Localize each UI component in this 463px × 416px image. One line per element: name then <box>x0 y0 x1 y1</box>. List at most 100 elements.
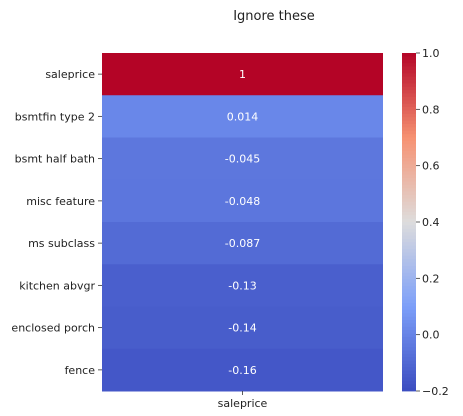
colorbar-segment <box>402 73 416 78</box>
colorbar-segment <box>402 194 416 199</box>
colorbar-segment <box>402 93 416 98</box>
colorbar-segment <box>402 171 416 176</box>
cell-value-label: -0.087 <box>225 237 260 250</box>
cell-value-label: -0.16 <box>228 364 256 377</box>
cell-value-label: 0.014 <box>227 110 259 123</box>
colorbar-segment <box>402 276 416 280</box>
colorbar-segment <box>402 181 416 186</box>
colorbar-segment <box>402 53 416 57</box>
colorbar-segment <box>402 262 416 267</box>
colorbar-segment <box>402 56 416 61</box>
colorbar: 1.0 0.8 0.6 0.4 0.2 0.0 −0.2 <box>402 47 449 398</box>
chart-title: Ignore these <box>233 9 315 24</box>
colorbar-segment <box>402 215 416 220</box>
colorbar-segment <box>402 151 416 155</box>
colorbar-segment <box>402 147 416 152</box>
colorbar-segment <box>402 161 416 165</box>
colorbar-segment <box>402 208 416 213</box>
colorbar-segment <box>402 184 416 189</box>
colorbar-segment <box>402 269 416 274</box>
colorbar-segment <box>402 83 416 88</box>
colorbar-segment <box>402 242 416 247</box>
colorbar-segment <box>402 198 416 203</box>
colorbar-segment <box>402 367 416 372</box>
colorbar-segment <box>402 144 416 149</box>
colorbar-segment <box>402 123 416 128</box>
heatmap-cell <box>102 222 383 265</box>
colorbar-segment <box>402 353 416 358</box>
colorbar-segment <box>402 69 416 74</box>
colorbar-segment <box>402 174 416 179</box>
colorbar-segment <box>402 296 416 301</box>
column-label: saleprice <box>218 397 268 410</box>
row-label: bsmt half bath <box>15 153 95 166</box>
colorbar-segment <box>402 130 416 135</box>
colorbar-segment <box>402 100 416 105</box>
colorbar-segment <box>402 370 416 375</box>
colorbar-segment <box>402 299 416 304</box>
colorbar-tick-label: 0.2 <box>422 272 440 285</box>
colorbar-segment <box>402 66 416 71</box>
colorbar-segment <box>402 63 416 67</box>
colorbar-segment <box>402 380 416 385</box>
colorbar-segment <box>402 127 416 132</box>
colorbar-segment <box>402 137 416 142</box>
colorbar-segment <box>402 232 416 236</box>
colorbar-segment <box>402 333 416 338</box>
colorbar-segment <box>402 211 416 216</box>
colorbar-segment <box>402 249 416 253</box>
colorbar-segment <box>402 286 416 290</box>
cell-value-label: 1 <box>239 68 246 81</box>
row-label: ms subclass <box>28 237 95 250</box>
colorbar-segment <box>402 117 416 121</box>
heatmap-cell <box>102 137 383 181</box>
colorbar-segment <box>402 313 416 318</box>
colorbar-segment <box>402 303 416 307</box>
row-label: saleprice <box>45 68 95 81</box>
colorbar-segment <box>402 377 416 382</box>
heatmap-cell <box>102 179 383 223</box>
colorbar-segment <box>402 374 416 378</box>
colorbar-segment <box>402 357 416 361</box>
row-labels: saleprice bsmtfin type 2 bsmt half bath mis… <box>11 68 102 377</box>
colorbar-segment <box>402 96 416 101</box>
colorbar-segment <box>402 363 416 368</box>
heatmap-cell <box>102 306 383 350</box>
colorbar-segment <box>402 316 416 321</box>
cell-value-label: -0.14 <box>228 322 256 335</box>
row-label: kitchen abvgr <box>19 279 95 292</box>
colorbar-segment <box>402 289 416 294</box>
colorbar-tick-label: 1.0 <box>422 47 440 60</box>
colorbar-segment <box>402 272 416 277</box>
colorbar-segment <box>402 167 416 172</box>
colorbar-segment <box>402 228 416 233</box>
row-label: bsmtfin type 2 <box>15 110 95 123</box>
colorbar-segment <box>402 320 416 324</box>
colorbar-segment <box>402 86 416 91</box>
colorbar-segment <box>402 336 416 341</box>
colorbar-segment <box>402 120 416 125</box>
colorbar-segment <box>402 252 416 257</box>
colorbar-tick-label: 0.6 <box>422 160 440 173</box>
cell-value-label: -0.045 <box>225 153 260 166</box>
colorbar-segment <box>402 255 416 260</box>
heatmap-cell <box>102 95 383 138</box>
colorbar-segment <box>402 340 416 345</box>
column-labels: saleprice <box>218 391 268 410</box>
heatmap-cell <box>102 53 383 96</box>
cell-value-label: -0.048 <box>225 195 260 208</box>
colorbar-segment <box>402 326 416 331</box>
colorbar-segment <box>402 347 416 351</box>
colorbar-tick-label: 0.0 <box>422 329 440 342</box>
heatmap-cell <box>102 348 383 392</box>
colorbar-segment <box>402 59 416 64</box>
colorbar-segment <box>402 387 416 392</box>
colorbar-segment <box>402 140 416 145</box>
colorbar-segment <box>402 205 416 209</box>
colorbar-segment <box>402 188 416 192</box>
colorbar-segment <box>402 235 416 240</box>
colorbar-segment <box>402 154 416 159</box>
heatmap-cell <box>102 264 383 307</box>
colorbar-segment <box>402 259 416 263</box>
colorbar-tick-label: 0.4 <box>422 216 440 229</box>
